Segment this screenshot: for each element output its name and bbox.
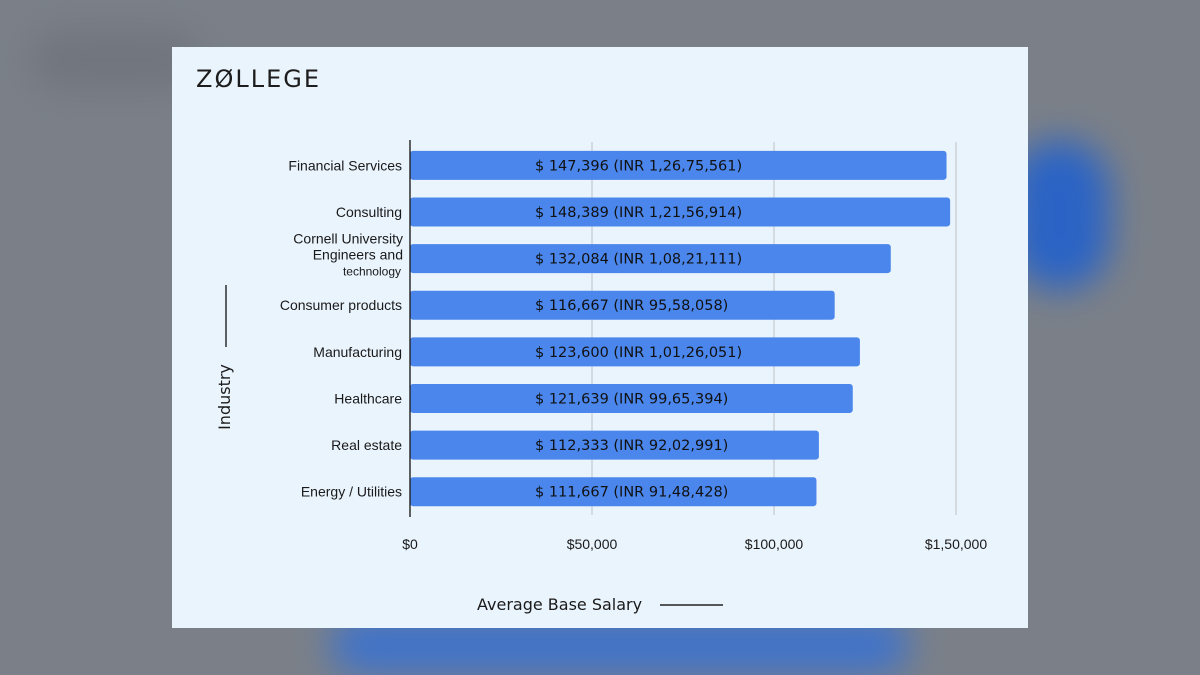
background-blur-blob xyxy=(30,30,200,90)
x-tick-label: $1,50,000 xyxy=(925,536,987,552)
category-label: Cornell University Engineers and technolog… xyxy=(293,231,403,279)
x-tick-label: $50,000 xyxy=(567,536,618,552)
bar xyxy=(410,383,853,413)
bar-data-label: $ 116,667 (INR 95,58,058) xyxy=(535,298,728,314)
x-tick-label: $0 xyxy=(402,536,418,552)
bar xyxy=(410,290,835,320)
bar-data-label: $ 148,389 (INR 1,21,56,914) xyxy=(535,205,742,221)
bar xyxy=(410,430,819,460)
bar-data-label: $ 123,600 (INR 1,01,26,051) xyxy=(535,345,742,361)
bar-data-label: $ 132,084 (INR 1,08,21,111) xyxy=(535,252,742,268)
category-label: Consulting xyxy=(336,204,402,220)
category-label: Manufacturing xyxy=(313,344,402,360)
bar xyxy=(410,197,951,227)
bar-data-label: $ 121,639 (INR 99,65,394) xyxy=(535,391,728,407)
y-axis-title: Industry xyxy=(215,364,234,430)
zollege-logo: ZØLLEGE xyxy=(196,65,321,93)
bar xyxy=(410,337,860,367)
x-axis-title: Average Base Salary xyxy=(477,595,642,614)
salary-bar-chart: $0 $50,000 $100,000 $1,50,000 $ 147,396 (INR… xyxy=(215,140,987,614)
bar-data-label: $ 111,667 (INR 91,48,428) xyxy=(535,485,728,501)
category-label: Energy / Utilities xyxy=(301,484,402,500)
bar-data-label: $ 112,333 (INR 92,02,991) xyxy=(535,438,728,454)
category-label: Real estate xyxy=(331,437,402,453)
bar xyxy=(410,244,891,274)
category-label: Financial Services xyxy=(288,157,402,173)
bar xyxy=(410,477,817,507)
chart-card: ZØLLEGE $0 $50,000 $100,000 $1,50,000 $ 147,… xyxy=(172,47,1028,628)
bar xyxy=(410,150,947,180)
category-label: Consumer products xyxy=(280,297,402,313)
bar-data-label: $ 147,396 (INR 1,26,75,561) xyxy=(535,158,742,174)
category-label: Healthcare xyxy=(334,390,402,406)
x-tick-label: $100,000 xyxy=(745,536,804,552)
